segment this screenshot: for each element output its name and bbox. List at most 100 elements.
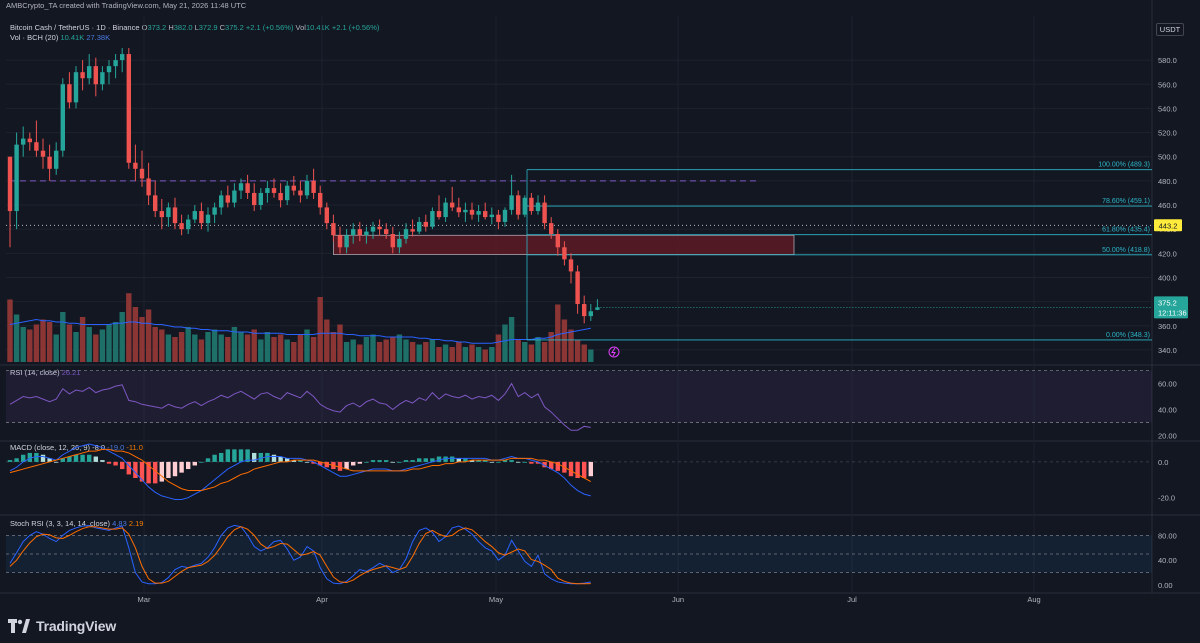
- candle-body: [54, 150, 59, 169]
- price-tick-label: 460.0: [1158, 201, 1177, 210]
- volume-bar: [258, 339, 264, 362]
- rsi-legend[interactable]: RSI (14, close) 26.21: [10, 368, 80, 377]
- candle-body: [456, 207, 461, 213]
- tradingview-logo-icon: [8, 619, 30, 633]
- volume-bar: [495, 334, 502, 362]
- volume-bar: [482, 349, 488, 362]
- macd-histogram-bar: [67, 456, 72, 462]
- stoch-tick-label: 40.00: [1158, 556, 1177, 565]
- candle-body: [344, 235, 349, 248]
- volume-bar: [515, 339, 521, 362]
- candle-body: [126, 54, 131, 163]
- candle-body: [298, 190, 303, 196]
- ohlc-value-o: 373.2: [147, 23, 169, 32]
- candle-body: [14, 144, 19, 212]
- macd-histogram-bar: [199, 461, 204, 463]
- ohlc-key-c: C: [219, 23, 226, 32]
- macd-histogram-bar: [219, 452, 224, 462]
- volume-bar: [40, 319, 46, 362]
- macd-histogram-bar: [278, 456, 283, 462]
- macd-histogram-bar: [304, 461, 310, 463]
- stoch-d-value: 2.19: [128, 519, 144, 528]
- candle-body: [252, 192, 257, 206]
- candle-body: [535, 202, 541, 212]
- candle-body: [370, 226, 376, 232]
- volume-bar: [442, 344, 449, 362]
- candle-body: [113, 60, 118, 67]
- candle-body: [219, 195, 224, 208]
- candle-body: [100, 72, 105, 85]
- tradingview-logo: TradingView: [8, 617, 116, 635]
- candle-body: [555, 234, 560, 248]
- volume-bar: [178, 332, 185, 362]
- macd-histogram-bar: [529, 461, 534, 464]
- candle-body: [87, 66, 92, 79]
- macd-histogram-bar: [311, 461, 316, 464]
- volume-bar: [145, 309, 152, 362]
- fib-level-label: 100.00% (489.3): [1098, 162, 1150, 169]
- volume-ma-value: 27.38K: [86, 33, 111, 42]
- macd-tick-label: 0.0: [1158, 458, 1168, 467]
- macd-histogram-bar: [166, 461, 171, 478]
- volume-legend[interactable]: Vol · BCH (20) 10.41K 27.38K: [10, 33, 110, 42]
- macd-histogram-bar: [450, 456, 455, 462]
- candle-body: [410, 229, 415, 232]
- macd-histogram-bar: [271, 454, 277, 462]
- rsi-value: 26.21: [61, 368, 81, 377]
- volume-bar: [343, 342, 350, 362]
- reference-price-label: 443.2: [1159, 221, 1178, 230]
- macd-histogram-bar: [390, 461, 395, 463]
- macd-legend[interactable]: MACD (close, 12, 26, 9) -8.0 -19.0 -11.0: [10, 443, 143, 452]
- macd-histogram-bar: [417, 458, 422, 462]
- candle-body: [73, 72, 79, 103]
- rsi-band: [6, 370, 1152, 423]
- candle-body: [133, 162, 138, 169]
- macd-histogram-bar: [423, 458, 428, 462]
- stoch-rsi-legend[interactable]: Stoch RSI (3, 3, 14, 14, close) 4.83 2.1…: [10, 519, 143, 528]
- volume-bar: [456, 342, 462, 362]
- candle-body: [377, 226, 382, 230]
- candle-body: [476, 211, 481, 215]
- candle-body: [285, 185, 290, 201]
- last-price-tag: [1154, 296, 1188, 319]
- volume-legend-label: Vol · BCH (20): [10, 33, 59, 42]
- candle-body: [390, 234, 395, 248]
- volume-bar: [423, 342, 429, 362]
- candle-body: [205, 214, 211, 224]
- macd-histogram-bar: [535, 461, 541, 464]
- volume-bar: [79, 317, 86, 362]
- candle-body: [403, 229, 409, 239]
- macd-histogram-bar: [100, 460, 105, 462]
- last-price-label: 375.2: [1158, 298, 1177, 307]
- symbol-name: Bitcoin Cash / TetherUS · 1D · Binance: [10, 23, 140, 32]
- macd-histogram-bar: [285, 458, 290, 462]
- volume-bar: [112, 322, 119, 362]
- volume-bar: [93, 334, 99, 362]
- macd-histogram-bar: [245, 449, 250, 462]
- macd-histogram-bar: [384, 460, 389, 462]
- volume-bar: [522, 342, 528, 362]
- candle-body: [225, 195, 230, 203]
- candle-body: [542, 202, 547, 224]
- macd-histogram-bar: [186, 461, 191, 470]
- macd-histogram-bar: [21, 454, 26, 462]
- symbol-legend[interactable]: Bitcoin Cash / TetherUS · 1D · Binance O…: [10, 23, 379, 32]
- stoch-label: Stoch RSI (3, 3, 14, 14, close): [10, 519, 111, 528]
- candle-body: [430, 211, 435, 227]
- lightning-icon-ring: [608, 346, 620, 358]
- volume-bar: [376, 342, 383, 362]
- candle-body: [582, 304, 587, 317]
- lightning-icon-bolt: [611, 347, 616, 357]
- candle-body: [575, 271, 580, 305]
- candle-body: [443, 202, 448, 218]
- x-tick-label: Jun: [672, 595, 684, 604]
- volume-bar: [27, 329, 33, 362]
- candle-body: [568, 259, 574, 272]
- macd-histogram-bar: [549, 461, 554, 470]
- volume-bar: [73, 332, 79, 362]
- currency-selector[interactable]: USDT: [1156, 23, 1184, 36]
- volume-bar: [310, 337, 317, 362]
- volume-bar: [548, 332, 554, 362]
- x-tick-label: Jul: [847, 595, 857, 604]
